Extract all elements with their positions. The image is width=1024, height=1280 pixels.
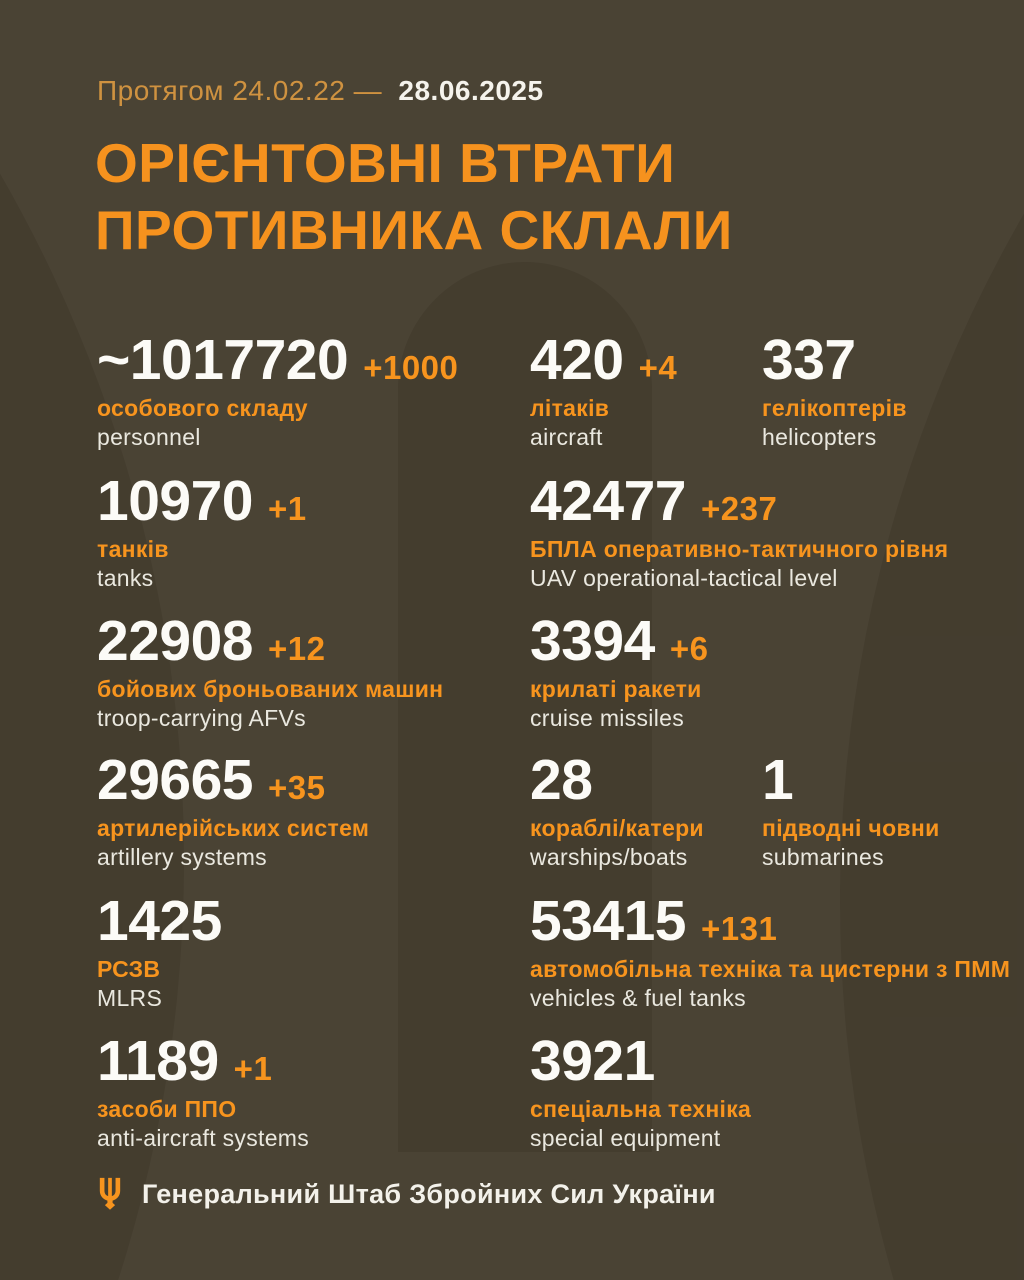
stat-label-en: helicopters <box>762 424 877 450</box>
stat-tanks: 10970 +1 танків tanks <box>97 473 307 593</box>
stat-uav: 42477 +237 БПЛА оперативно-тактичного рі… <box>530 473 948 593</box>
stat-delta: +12 <box>268 630 326 667</box>
stat-label-en: vehicles & fuel tanks <box>530 985 746 1011</box>
stat-label-en: troop-carrying AFVs <box>97 705 306 731</box>
stat-value: 10970 <box>97 469 254 533</box>
stat-value: 22908 <box>97 609 254 673</box>
stat-helicopters: 337 гелікоптерів helicopters <box>762 332 907 452</box>
stat-afv: 22908 +12 бойових броньованих машин troo… <box>97 613 443 733</box>
page-title-line1: ОРІЄНТОВНІ ВТРАТИ <box>95 132 676 194</box>
stat-value: ~1017720 <box>97 328 349 392</box>
watermark-right-wing <box>840 0 1024 1280</box>
stat-aircraft: 420 +4 літаків aircraft <box>530 332 677 452</box>
stat-label-en: artillery systems <box>97 844 267 870</box>
stat-label-en: personnel <box>97 424 201 450</box>
stat-cruise-missiles: 3394 +6 крилаті ракети cruise missiles <box>530 613 708 733</box>
stat-delta: +1 <box>233 1050 273 1087</box>
stat-value: 1 <box>762 748 794 812</box>
stat-delta: +6 <box>669 630 709 667</box>
stat-label-uk: гелікоптерів <box>762 395 907 421</box>
stat-label-en: warships/boats <box>530 844 688 870</box>
stat-label-uk: крилаті ракети <box>530 676 702 702</box>
stat-label-uk: автомобільна техніка та цистерни з ПММ <box>530 956 1011 982</box>
stat-vehicles: 53415 +131 автомобільна техніка та цисте… <box>530 893 1010 1013</box>
stat-value: 3394 <box>530 609 655 673</box>
footer: Генеральний Штаб Збройних Сил України <box>95 1176 716 1213</box>
stat-delta: +237 <box>701 490 778 527</box>
stat-value: 420 <box>530 328 624 392</box>
stat-label-uk: спеціальна техніка <box>530 1096 752 1122</box>
stat-value: 29665 <box>97 748 254 812</box>
stat-label-uk: кораблі/катери <box>530 815 704 841</box>
tryzub-icon <box>95 1176 125 1213</box>
stat-label-en: UAV operational-tactical level <box>530 565 838 591</box>
stat-label-uk: особового складу <box>97 395 308 421</box>
stat-delta: +1 <box>268 490 307 527</box>
stat-label-en: tanks <box>97 565 154 591</box>
report-period: Протягом 24.02.22 — 28.06.2025 <box>97 74 544 108</box>
stat-label-en: cruise missiles <box>530 705 685 731</box>
stat-delta: +131 <box>701 910 778 947</box>
stat-label-en: aircraft <box>530 424 603 450</box>
stat-value: 53415 <box>530 889 687 953</box>
stat-submarines: 1 підводні човни submarines <box>762 752 940 872</box>
stat-label-uk: підводні човни <box>762 815 940 841</box>
stat-label-en: anti-aircraft systems <box>97 1125 310 1151</box>
stat-mlrs: 1425 РСЗВ MLRS <box>97 893 222 1013</box>
stat-delta: +35 <box>268 769 326 806</box>
stat-artillery: 29665 +35 артилерійських систем artiller… <box>97 752 369 872</box>
stat-label-uk: танків <box>97 536 169 562</box>
stat-value: 1189 <box>97 1029 219 1093</box>
watermark-center-prong <box>398 262 652 1152</box>
stat-label-uk: літаків <box>530 395 610 421</box>
stat-personnel: ~1017720 +1000 особового складу personne… <box>97 332 458 452</box>
period-date: 28.06.2025 <box>398 75 544 106</box>
stat-value: 337 <box>762 328 856 392</box>
stat-warships: 28 кораблі/катери warships/boats <box>530 752 704 872</box>
stat-label-uk: БПЛА оперативно-тактичного рівня <box>530 536 949 562</box>
stat-value: 28 <box>530 748 593 812</box>
stat-label-uk: засоби ППО <box>97 1096 237 1122</box>
stat-air-defense: 1189 +1 засоби ППО anti-aircraft systems <box>97 1033 309 1153</box>
stat-value: 42477 <box>530 469 687 533</box>
stat-delta: +4 <box>638 349 678 386</box>
page-title: ОРІЄНТОВНІ ВТРАТИ ПРОТИВНИКА СКЛАЛИ <box>95 130 733 264</box>
stat-value: 3921 <box>530 1029 655 1093</box>
stat-label-uk: РСЗВ <box>97 956 161 982</box>
stat-label-uk: артилерійських систем <box>97 815 370 841</box>
footer-org-name: Генеральний Штаб Збройних Сил України <box>142 1179 716 1209</box>
stat-delta: +1000 <box>363 349 459 386</box>
page-title-line2: ПРОТИВНИКА СКЛАЛИ <box>95 199 733 261</box>
stat-value: 1425 <box>97 889 222 953</box>
stat-label-en: special equipment <box>530 1125 721 1151</box>
stat-label-uk: бойових броньованих машин <box>97 676 444 702</box>
stat-label-en: submarines <box>762 844 884 870</box>
stat-special-equipment: 3921 спеціальна техніка special equipmen… <box>530 1033 751 1153</box>
period-prefix: Протягом 24.02.22 — <box>97 75 383 106</box>
stat-label-en: MLRS <box>97 985 163 1011</box>
